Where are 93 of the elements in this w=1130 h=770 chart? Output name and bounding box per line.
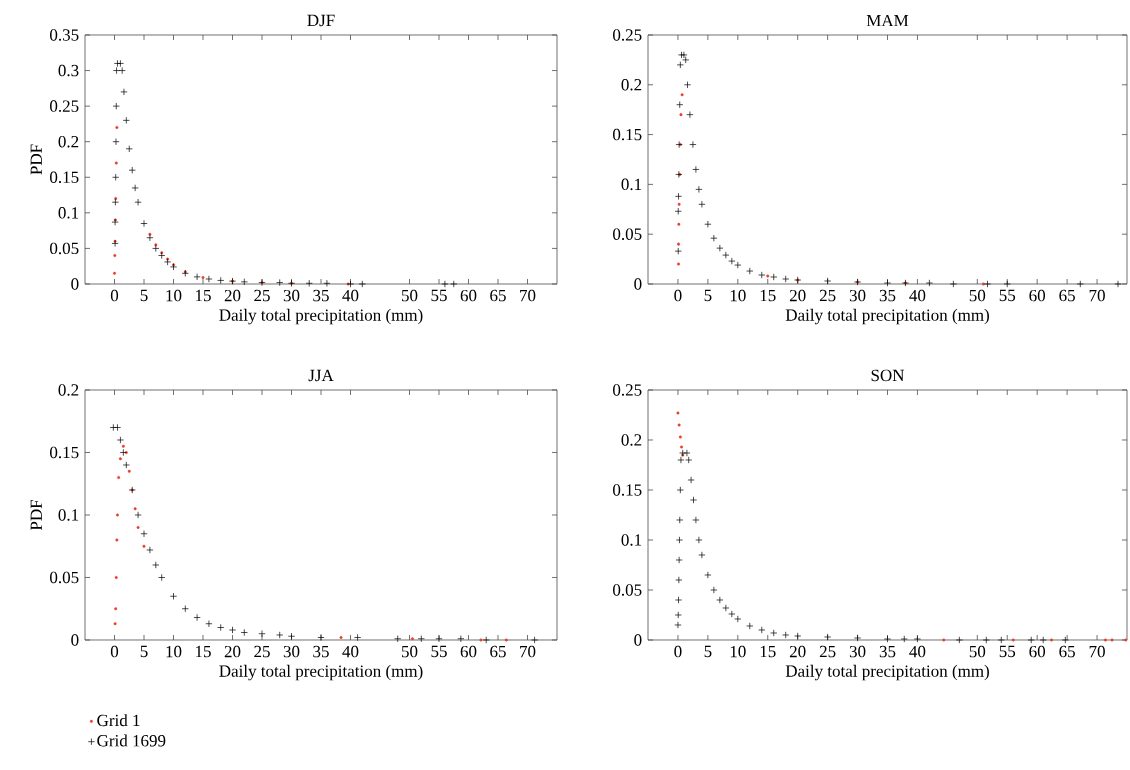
x-tick-label: 25 xyxy=(819,289,836,302)
y-tick-label: 0.1 xyxy=(621,178,642,191)
x-tick-label: 50 xyxy=(401,645,418,658)
x-tick-label: 35 xyxy=(313,645,329,658)
x-tick-label: 35 xyxy=(313,289,329,302)
x-axis-title: Daily total precipitation (mm) xyxy=(785,664,989,681)
x-tick-label: 20 xyxy=(224,645,241,658)
x-tick-label: 35 xyxy=(879,289,896,302)
x-tick-label: 70 xyxy=(1089,289,1105,302)
y-tick-label: 0.35 xyxy=(50,29,79,41)
x-tick-label: 70 xyxy=(520,289,536,302)
y-tick-label: 0.15 xyxy=(613,484,642,496)
x-tick-label: 20 xyxy=(789,645,806,658)
y-tick-label: 0.15 xyxy=(613,128,642,141)
x-tick-label: 5 xyxy=(704,289,712,302)
x-tick-label: 20 xyxy=(224,289,241,302)
x-tick-label: 50 xyxy=(401,289,418,302)
y-tick-label: 0.1 xyxy=(58,509,79,521)
x-tick-label: 5 xyxy=(704,645,712,658)
x-tick-label: 15 xyxy=(196,289,211,302)
y-tick-label: 0.1 xyxy=(58,207,79,219)
x-tick-label: 30 xyxy=(283,289,300,302)
x-tick-label: 65 xyxy=(1059,289,1075,302)
x-tick-label: 55 xyxy=(431,645,447,658)
x-tick-label: 35 xyxy=(879,645,896,658)
x-tick-label: 60 xyxy=(460,289,477,302)
y-tick-label: 0.2 xyxy=(621,434,642,446)
x-tick-label: 10 xyxy=(166,289,182,302)
x-tick-label: 10 xyxy=(730,645,746,658)
x-tick-label: 65 xyxy=(490,289,506,302)
x-tick-label: 15 xyxy=(760,645,776,658)
y-tick-label: 0.15 xyxy=(50,171,79,184)
x-axis-title: Daily total precipitation (mm) xyxy=(219,308,423,325)
x-tick-label: 40 xyxy=(342,289,359,302)
x-tick-label: 30 xyxy=(849,289,866,302)
x-tick-label: 65 xyxy=(490,645,506,658)
x-tick-label: 50 xyxy=(969,645,986,658)
x-tick-label: 25 xyxy=(819,645,836,658)
y-tick-label: 0.25 xyxy=(613,384,642,396)
x-tick-label: 20 xyxy=(789,289,806,302)
x-tick-label: 50 xyxy=(969,289,986,302)
chart-title: MAM xyxy=(866,14,909,27)
x-tick-label: 70 xyxy=(520,645,536,658)
chart-title: SON xyxy=(871,369,905,382)
x-tick-label: 10 xyxy=(166,645,182,658)
y-tick-label: 0 xyxy=(634,278,642,290)
x-tick-label: 40 xyxy=(342,645,359,658)
legend-label: Grid 1 xyxy=(97,714,140,727)
x-tick-label: 5 xyxy=(140,289,148,302)
x-tick-label: 25 xyxy=(254,289,270,302)
x-tick-label: 30 xyxy=(283,645,300,658)
y-tick-label: 0.05 xyxy=(50,571,79,584)
y-tick-label: 0.2 xyxy=(58,135,79,148)
legend-label: Grid 1699 xyxy=(97,734,166,747)
x-tick-label: 0 xyxy=(110,289,119,302)
y-tick-label: 0.2 xyxy=(621,79,642,91)
x-tick-label: 5 xyxy=(140,645,148,658)
y-tick-label: 0.05 xyxy=(613,228,642,240)
y-tick-label: 0.1 xyxy=(621,534,642,546)
y-tick-label: 0.25 xyxy=(613,29,642,41)
y-tick-label: 0.3 xyxy=(58,64,79,77)
x-tick-label: 10 xyxy=(730,289,746,302)
x-tick-label: 15 xyxy=(196,645,211,658)
x-tick-label: 30 xyxy=(849,645,866,658)
x-tick-label: 40 xyxy=(909,645,926,658)
x-tick-label: 15 xyxy=(760,289,776,302)
y-axis-title: PDF xyxy=(30,144,42,175)
y-tick-label: 0.25 xyxy=(50,100,79,112)
x-tick-label: 0 xyxy=(674,645,682,658)
y-axis-title: PDF xyxy=(30,500,42,531)
x-axis-title: Daily total precipitation (mm) xyxy=(785,308,989,325)
x-tick-label: 60 xyxy=(1029,645,1046,658)
x-tick-label: 60 xyxy=(460,645,477,658)
x-tick-label: 65 xyxy=(1059,645,1075,658)
x-tick-label: 60 xyxy=(1029,289,1046,302)
x-tick-label: 40 xyxy=(909,289,926,302)
y-tick-label: 0.2 xyxy=(58,384,79,396)
x-tick-label: 0 xyxy=(674,289,682,302)
x-tick-label: 55 xyxy=(999,289,1016,302)
y-tick-label: 0.05 xyxy=(50,242,79,255)
chart-title: JJA xyxy=(308,369,334,382)
x-tick-label: 25 xyxy=(254,645,270,658)
y-tick-label: 0 xyxy=(71,278,79,290)
chart-title: DJF xyxy=(307,14,335,27)
y-tick-label: 0.05 xyxy=(613,584,642,596)
y-tick-label: 0.15 xyxy=(50,446,79,459)
y-tick-label: 0 xyxy=(71,634,79,646)
x-tick-label: 0 xyxy=(110,645,119,658)
y-tick-label: 0 xyxy=(634,634,642,646)
x-tick-label: 55 xyxy=(431,289,447,302)
x-axis-title: Daily total precipitation (mm) xyxy=(219,664,423,681)
x-tick-label: 70 xyxy=(1089,645,1105,658)
x-tick-label: 55 xyxy=(999,645,1016,658)
